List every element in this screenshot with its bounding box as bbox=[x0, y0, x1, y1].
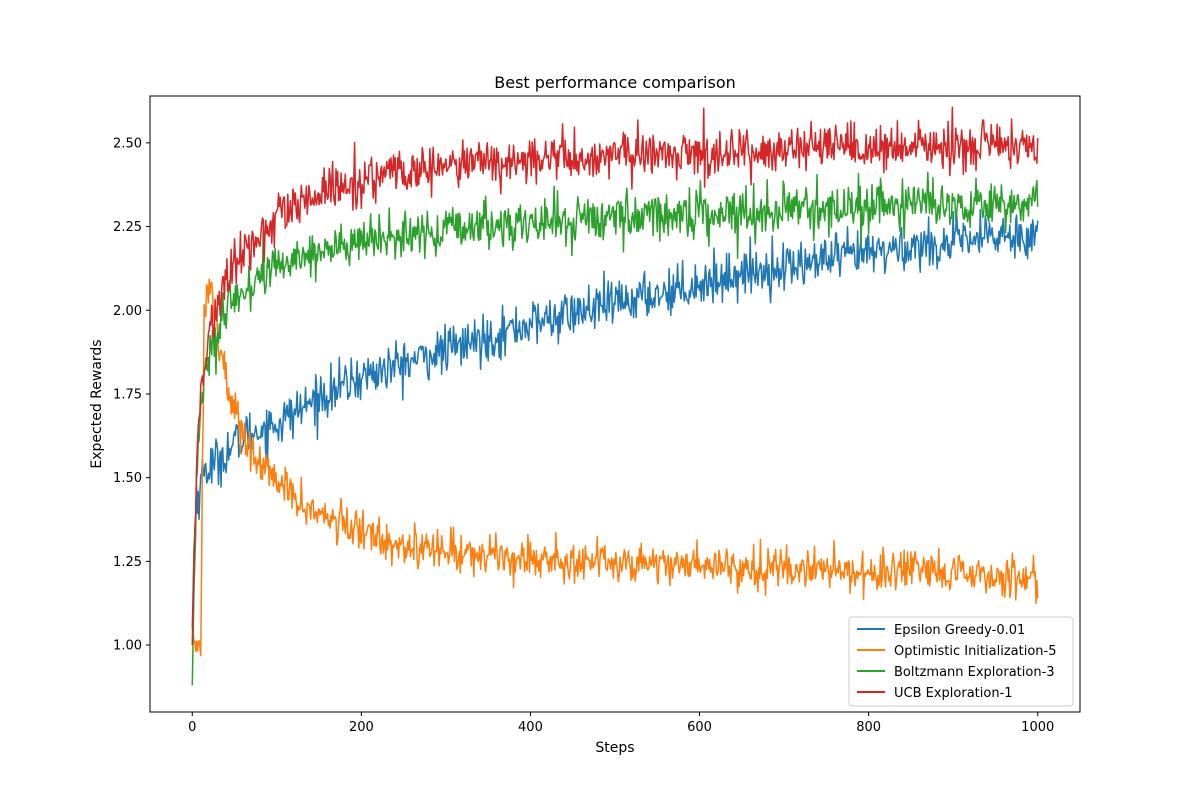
x-axis-label: Steps bbox=[595, 740, 634, 756]
y-tick-label: 2.50 bbox=[113, 136, 142, 151]
y-tick-label: 1.75 bbox=[113, 387, 142, 402]
plot-frame bbox=[149, 95, 1081, 713]
legend-label: Optimistic Initialization-5 bbox=[894, 644, 1056, 659]
x-tick-label: 0 bbox=[188, 720, 196, 735]
y-tick-label: 2.25 bbox=[113, 220, 142, 235]
x-tick-label: 400 bbox=[518, 720, 543, 735]
legend-label: Epsilon Greedy-0.01 bbox=[894, 623, 1025, 638]
legend-box bbox=[848, 616, 1074, 707]
series-layer bbox=[191, 106, 1039, 686]
y-tick-label: 1.00 bbox=[113, 639, 142, 654]
y-axis-label: Expected Rewards bbox=[89, 339, 105, 468]
legend-label: Boltzmann Exploration-3 bbox=[894, 665, 1055, 680]
legend: Epsilon Greedy-0.01 Optimistic Initializa… bbox=[848, 616, 1074, 707]
y-axis-ticks: 1.00 1.25 1.50 1.75 2.00 2.25 2.50 bbox=[113, 136, 150, 654]
series-line-1 bbox=[191, 278, 1039, 657]
chart-title: Best performance comparison bbox=[494, 73, 736, 92]
y-tick-label: 2.00 bbox=[113, 304, 142, 319]
x-tick-label: 200 bbox=[349, 720, 374, 735]
series-line-2 bbox=[191, 171, 1039, 686]
legend-label: UCB Exploration-1 bbox=[894, 686, 1013, 701]
y-tick-label: 1.25 bbox=[113, 555, 142, 570]
x-tick-label: 1000 bbox=[1021, 720, 1054, 735]
x-axis-ticks: 0 200 400 600 800 1000 bbox=[188, 712, 1054, 735]
series-line-0 bbox=[191, 208, 1039, 629]
legend-items: Epsilon Greedy-0.01 Optimistic Initializa… bbox=[857, 623, 1056, 701]
y-tick-label: 1.50 bbox=[113, 471, 142, 486]
series-line-3 bbox=[191, 106, 1039, 646]
x-tick-label: 600 bbox=[687, 720, 712, 735]
x-tick-label: 800 bbox=[856, 720, 881, 735]
